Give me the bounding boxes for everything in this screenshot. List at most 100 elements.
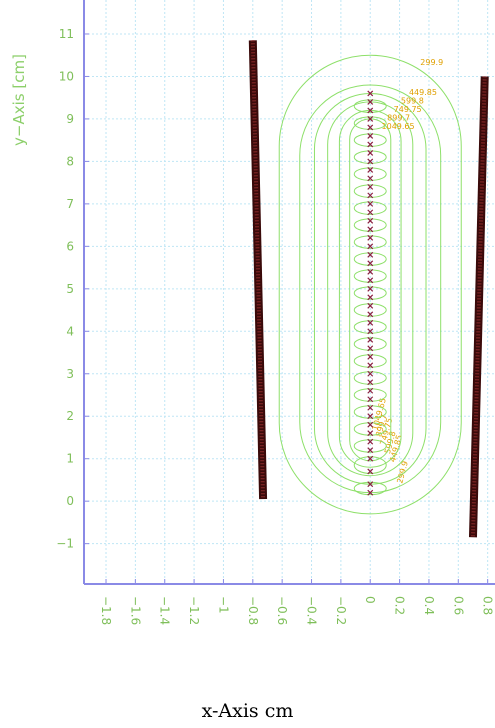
y-tick-label: 7 [66, 197, 74, 211]
contour-label: 1049.65 [382, 122, 415, 131]
contour-label: 749.75 [394, 105, 422, 114]
charge-marker [367, 124, 374, 131]
charge-marker [367, 413, 374, 420]
charge-marker [367, 345, 374, 352]
y-tick-label: 3 [66, 367, 74, 381]
charge-marker [367, 468, 374, 475]
charge-marker [367, 90, 374, 97]
contour-label: 449.85 [409, 88, 437, 97]
charge-marker [367, 234, 374, 241]
contour-bead [353, 235, 387, 249]
charge-marker [367, 379, 374, 386]
y-tick-label: 1 [66, 452, 74, 466]
contour-bead [353, 252, 387, 266]
contour-bead [353, 405, 387, 419]
y-tick-label: 4 [66, 324, 74, 338]
electrode-pattern [470, 76, 487, 538]
charge-marker [367, 277, 374, 284]
charge-marker [367, 336, 374, 343]
x-tick-label: −1.8 [99, 596, 113, 625]
y-tick-label: 0 [66, 494, 74, 508]
contour-bead [353, 286, 387, 300]
y-tick-label: 2 [66, 409, 74, 423]
charge-marker [367, 362, 374, 369]
charge-marker [367, 404, 374, 411]
contour-bead [353, 320, 387, 334]
charge-marker [367, 421, 374, 428]
contour-bead [353, 167, 387, 181]
x-tick-label: −1.4 [158, 596, 172, 625]
charge-marker [367, 107, 374, 114]
x-tick-label: −1.2 [187, 596, 201, 625]
contour-bead [353, 201, 387, 215]
x-tick-label: −0.4 [305, 596, 319, 625]
charge-marker [367, 396, 374, 403]
charge-marker [367, 294, 374, 301]
y-tick-label: −1 [56, 537, 74, 551]
charge-marker [367, 481, 374, 488]
contour-bead [353, 184, 387, 198]
charge-marker [367, 99, 374, 105]
charge-marker [367, 132, 374, 139]
contour-bead [353, 481, 387, 496]
charge-marker [367, 489, 374, 496]
charge-marker [367, 217, 374, 224]
charge-marker [367, 115, 374, 122]
y-axis-label: y−Axis [cm] [10, 54, 28, 146]
contour-bead [353, 439, 387, 453]
y-tick-label: 5 [66, 282, 74, 296]
charge-column [367, 90, 374, 496]
charge-marker [367, 328, 374, 335]
charge-marker [367, 166, 374, 173]
contour-bead [353, 371, 387, 385]
charge-marker [367, 387, 374, 394]
charge-marker [367, 447, 374, 454]
contour-bead [353, 99, 387, 113]
contour-label: 299.9 [420, 58, 443, 67]
charge-marker [367, 370, 374, 377]
x-tick-label: −0.8 [246, 596, 260, 625]
contour-bead [353, 269, 387, 283]
charge-marker [367, 438, 374, 445]
charge-marker [367, 149, 374, 156]
charge-marker [367, 175, 374, 182]
charge-marker [367, 243, 374, 250]
y-tick-labels: −1 0 1 2 3 4 5 6 7 8 9 10 11 [56, 27, 74, 551]
x-axis-label: x-Axis cm [201, 700, 294, 722]
electrodes [248, 40, 489, 538]
x-tick-label: 0 [363, 596, 377, 604]
y-tick-label: 10 [59, 69, 74, 83]
charge-marker [367, 183, 374, 190]
charge-marker [367, 226, 374, 233]
contour-bead [353, 116, 387, 130]
charge-marker [367, 319, 374, 326]
contour-bead [353, 354, 387, 368]
electrode [248, 40, 268, 500]
x-tick-label: −1 [216, 596, 230, 614]
charge-marker [367, 141, 374, 148]
x-tick-labels: −1.8 −1.6 −1.4 −1.2 −1 −0.8 −0.6 −0.4 −0.2 0 0.2 0.… [99, 596, 495, 625]
contour-label: 599.8 [401, 96, 424, 105]
y-tick-label: 6 [66, 239, 74, 253]
charge-marker [367, 192, 374, 199]
contour-bead [353, 388, 387, 402]
x-tick-label: −0.6 [275, 596, 289, 625]
charge-marker [367, 260, 374, 267]
charge-marker [367, 158, 374, 165]
x-tick-label: −0.2 [334, 596, 348, 625]
x-tick-label: −1.6 [128, 596, 142, 625]
contour-bead [353, 456, 387, 474]
contour-bead [353, 337, 387, 351]
charge-marker [367, 268, 374, 275]
charge-marker [367, 430, 374, 437]
contour-bead [353, 150, 387, 164]
x-tick-label: 0.8 [481, 596, 495, 615]
charge-marker [367, 455, 374, 462]
charge-marker [367, 251, 374, 258]
contour-bead [353, 303, 387, 317]
y-tick-label: 9 [66, 112, 74, 126]
contour-label: 899.7 [387, 113, 410, 122]
y-tick-label: 8 [66, 154, 74, 168]
x-tick-label: 0.4 [422, 596, 436, 615]
